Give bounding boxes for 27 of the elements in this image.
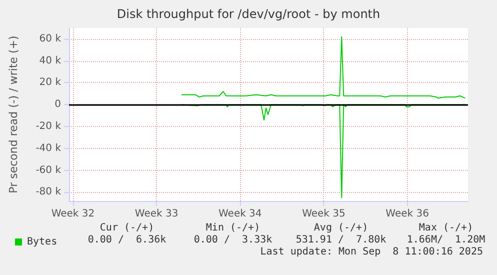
- text: Max (-/+): [418, 222, 474, 234]
- legend-label: Bytes: [27, 236, 58, 248]
- text: Avg (-/+): [314, 222, 368, 234]
- y-axis-title: Pr second read (-) / write (+): [7, 36, 20, 194]
- text: 531.91 / 7.80k: [296, 234, 386, 246]
- y-tick-label: -80 k: [36, 186, 62, 198]
- y-tick-label: -60 k: [36, 164, 62, 176]
- text: 0.00 / 3.33k: [194, 234, 272, 246]
- line-series: [180, 104, 466, 198]
- line-series: [180, 36, 466, 99]
- y-tick-label: 40 k: [39, 55, 62, 66]
- text: Cur (-/+): [100, 222, 154, 234]
- y-tick-label: 20 k: [39, 77, 62, 88]
- x-tick-label: Week 33: [134, 208, 178, 220]
- text: 1.66M/ 1.20M: [406, 234, 486, 246]
- x-tick-label: Week 36: [386, 208, 429, 220]
- text: Min (-/+): [206, 222, 260, 234]
- y-tick-label: -40 k: [36, 142, 62, 154]
- x-tick-label: Week 32: [51, 208, 95, 220]
- text: Last update: Mon Sep 8 11:00:16 2025: [260, 246, 483, 258]
- y-tick-label: 60 k: [39, 33, 62, 44]
- y-tick-label: -20 k: [36, 121, 62, 132]
- chart-title: Disk throughput for /dev/vg/root - by month: [116, 7, 380, 21]
- x-tick-label: Week 35: [302, 208, 346, 220]
- x-tick-label: Week 34: [218, 208, 262, 220]
- y-tick-label: 0: [54, 99, 61, 110]
- text: 0.00 / 6.36k: [88, 234, 166, 246]
